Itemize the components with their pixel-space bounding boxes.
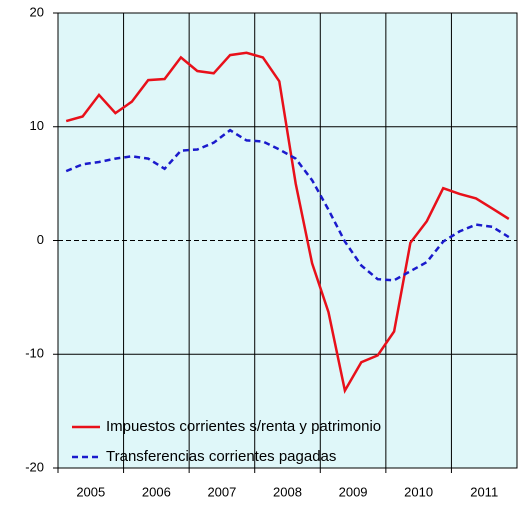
x-tick-label: 2007 [207,484,236,499]
series-line [65,51,510,395]
x-tick-label: 2010 [404,484,433,499]
legend-label: Transferencias corrientes pagadas [106,448,336,465]
y-tick-label: -20 [25,459,44,474]
series-line [65,128,510,282]
x-tick-label: 2006 [142,484,171,499]
y-tick-label: 0 [37,232,44,247]
x-tick-label: 2009 [339,484,368,499]
y-tick-label: -10 [25,346,44,361]
x-tick-label: 2005 [76,484,105,499]
y-tick-label: 10 [30,118,44,133]
legend-label: Impuestos corrientes s/renta y patrimoni… [106,418,381,435]
y-tick-label: 20 [30,4,44,19]
x-tick-label: 2008 [273,484,302,499]
x-tick-label: 2011 [470,484,498,499]
